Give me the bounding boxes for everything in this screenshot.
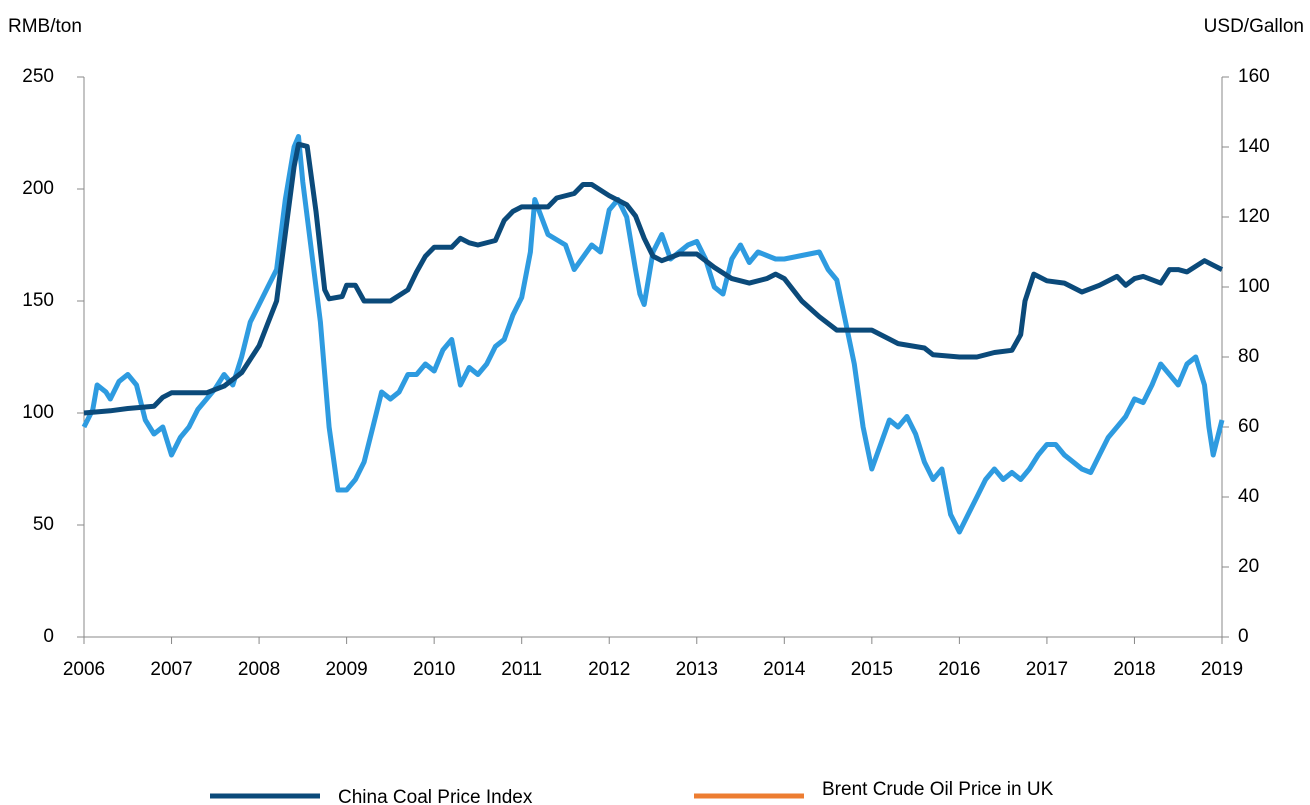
x-tick-label: 2009 — [325, 659, 367, 680]
y-tick-label: 0 — [43, 626, 54, 647]
x-tick-label: 2008 — [238, 659, 280, 680]
legend-label: Brent Crude Oil Price in UK — [822, 779, 1054, 800]
x-tick-label: 2011 — [501, 659, 542, 680]
x-tick-label: 2015 — [851, 659, 893, 680]
y-tick-label: 50 — [33, 514, 54, 535]
x-tick-label: 2014 — [763, 659, 806, 680]
x-tick-label: 2019 — [1201, 659, 1243, 680]
y2-axis-label: USD/Gallon — [1204, 16, 1304, 37]
x-tick-label: 2017 — [1026, 659, 1068, 680]
series-line — [83, 141, 1224, 416]
y-tick-label: 250 — [22, 66, 54, 87]
y-tick-label: 200 — [22, 178, 54, 199]
x-tick-label: 2010 — [413, 659, 455, 680]
y2-tick-label: 0 — [1238, 626, 1249, 647]
series-line — [81, 134, 1225, 535]
y-tick-label: 150 — [22, 290, 54, 311]
x-tick-label: 2007 — [150, 659, 192, 680]
y2-tick-label: 100 — [1238, 276, 1270, 297]
y2-tick-label: 80 — [1238, 346, 1259, 367]
y-axis-label: RMB/ton — [8, 16, 82, 37]
y2-tick-label: 60 — [1238, 416, 1259, 437]
y2-tick-label: 160 — [1238, 66, 1270, 87]
x-tick-label: 2018 — [1113, 659, 1155, 680]
x-tick-label: 2013 — [676, 659, 718, 680]
legend-label: China Coal Price Index — [338, 787, 533, 805]
x-tick-label: 2006 — [63, 659, 105, 680]
x-tick-label: 2016 — [938, 659, 980, 680]
x-tick-label: 2012 — [588, 659, 630, 680]
y2-tick-label: 120 — [1238, 206, 1270, 227]
y-tick-label: 100 — [22, 402, 54, 423]
y2-tick-label: 40 — [1238, 486, 1259, 507]
y2-tick-label: 140 — [1238, 136, 1270, 157]
y2-tick-label: 20 — [1238, 556, 1259, 577]
